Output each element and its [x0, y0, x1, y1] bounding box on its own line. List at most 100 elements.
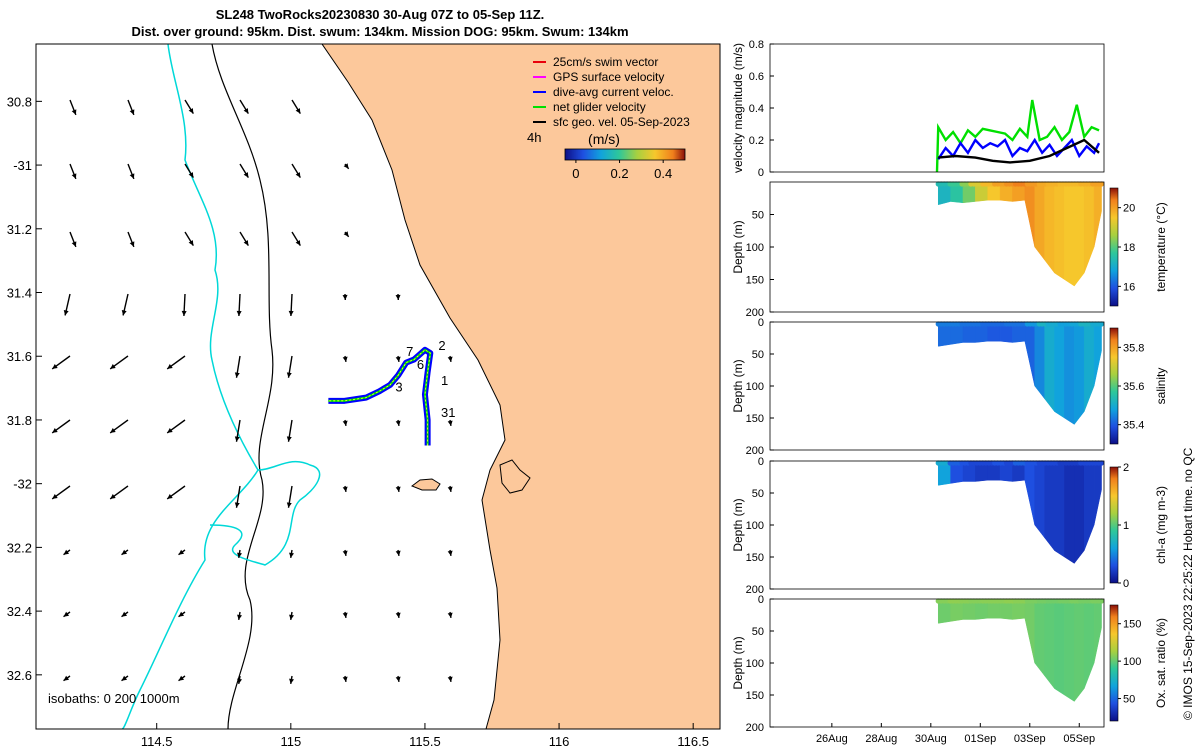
colorbar-tick-label: 16 [1123, 281, 1135, 293]
y-tick-label: 0.6 [749, 71, 764, 83]
velocity-arrow-head [63, 675, 70, 681]
y-tick-label: 100 [746, 520, 764, 532]
section-cell [1044, 598, 1055, 690]
section-cell [1064, 598, 1075, 702]
velocity-arrow-head [395, 420, 401, 426]
map-y-tick-label: 32.6 [7, 668, 32, 683]
colorbar-tick-label: 35.6 [1123, 381, 1144, 393]
map-x-tick-label: 116 [549, 734, 570, 749]
date-tick-label: 01Sep [964, 733, 996, 745]
panel-5: 0 50 100 150 200 50 100 150 Ox. sat. ratio (%) De… [731, 594, 1168, 734]
map-colorbar-tick-label: 0 [572, 166, 579, 181]
velocity-arrow-head [236, 310, 242, 316]
colorbar-tick-label: 35.4 [1123, 420, 1144, 432]
date-tick-label: 05Sep [1063, 733, 1095, 745]
legend-label: sfc geo. vel. 05-Sep-2023 [553, 115, 690, 129]
y-tick-label: 0 [758, 167, 764, 179]
y-tick-label: 0 [758, 317, 764, 329]
velocity-arrow-head [167, 427, 173, 433]
section-dot [1098, 598, 1105, 604]
legend-label: GPS surface velocity [553, 70, 664, 84]
colorbar-tick-label: 18 [1123, 242, 1135, 254]
panel-colorbar [1109, 466, 1119, 584]
track-line [328, 349, 431, 446]
y-tick-label: 200 [746, 445, 764, 457]
panel-3: 0 50 100 150 200 35.4 35.6 35.8 salinity Depth (m… [731, 317, 1168, 457]
y-axis-label: Depth (m) [731, 498, 745, 551]
velocity-arrow-head [52, 363, 58, 369]
velocity-arrow-head [234, 436, 240, 442]
isobath-1000m-loop [209, 460, 321, 566]
map-y-tick-label: -31 [13, 158, 32, 173]
velocity-arrow-head [71, 241, 77, 247]
panel-frame [769, 321, 1105, 451]
velocity-arrow-head [167, 493, 173, 499]
y-tick-label: 0.4 [749, 103, 764, 115]
map-colorbar [564, 148, 686, 161]
panel-frame [769, 181, 1105, 313]
velocity-arrow-head [71, 109, 77, 115]
velocity-arrow-head [243, 240, 249, 246]
velocity-arrow-head [237, 552, 242, 558]
section-cell [1034, 598, 1045, 677]
section-dot [1098, 181, 1105, 187]
velocity-arrow-head [342, 550, 348, 556]
velocity-arrow-head [234, 502, 240, 508]
date-tick-label: 30Aug [915, 733, 947, 745]
velocity-arrow-head [395, 486, 401, 492]
velocity-arrow-head [288, 310, 294, 316]
velocity-arrow-head [395, 550, 401, 556]
colorbar-tick-label: 150 [1123, 619, 1141, 631]
waypoint-label: 2 [438, 338, 445, 353]
velocity-arrow-head [289, 678, 294, 684]
y-tick-label: 100 [746, 381, 764, 393]
velocity-arrow-head [447, 676, 453, 682]
section-cell [1034, 460, 1045, 539]
map-x-ticks: 114.5 115 115.5 116 116.5 [141, 723, 709, 749]
date-tick-label: 26Aug [816, 733, 848, 745]
velocity-arrow-head [289, 552, 294, 558]
y-axis-label: Depth (m) [731, 220, 745, 273]
colorbar-label: chl-a (mg m-3) [1154, 486, 1168, 564]
map-x-tick-label: 115 [280, 734, 301, 749]
map-colorbar-tick-label: 0.2 [611, 166, 629, 181]
map-y-ticks: 30.8 -31 31.2 31.4 31.6 31.8 -32 32.2 32.4 32.6 [7, 94, 42, 683]
velocity-arrow-head [243, 172, 249, 178]
section-dot [1098, 460, 1105, 466]
velocity-arrow-head [188, 172, 194, 178]
map-x-tick-label: 114.5 [141, 734, 173, 749]
y-tick-label: 0 [758, 456, 764, 468]
section-cell [1044, 460, 1055, 552]
y-tick-label: 150 [746, 413, 764, 425]
velocity-arrow-head [188, 108, 194, 114]
velocity-arrow-head [447, 486, 453, 492]
velocity-arrow-head [188, 240, 194, 246]
y-tick-label: 150 [746, 275, 764, 287]
map-x-tick-label: 116.5 [677, 734, 709, 749]
map-frame [35, 43, 721, 730]
surface-velocity-vectors [51, 99, 453, 685]
velocity-arrow-head [63, 611, 70, 617]
colorbar-tick-label: 20 [1123, 203, 1135, 215]
velocity-arrow-head [342, 420, 348, 426]
velocity-arrow-head [243, 108, 249, 114]
y-tick-label: 0 [758, 594, 764, 606]
velocity-arrow-head [342, 294, 348, 300]
y-tick-label: 150 [746, 690, 764, 702]
panel-1: 0 0.2 0.4 0.6 0.8 velocity magnitude (m/s) [731, 39, 1105, 179]
velocity-arrow-head [121, 549, 128, 555]
isobaths-label: isobaths: 0 200 1000m [48, 691, 180, 706]
colorbar-tick-label: 1 [1123, 520, 1129, 532]
page-title: SL248 TwoRocks20230830 30-Aug 07Z to 05-… [215, 7, 545, 22]
section-cell [1074, 321, 1085, 426]
velocity-arrow-head [395, 676, 401, 682]
date-tick-label: 03Sep [1014, 733, 1046, 745]
panel-colorbar [1109, 327, 1119, 445]
y-tick-label: 50 [752, 349, 764, 361]
y-tick-label: 200 [746, 307, 764, 319]
section-cell [1064, 181, 1075, 287]
velocity-arrow-head [286, 436, 292, 442]
colorbar-label: salinity [1154, 368, 1168, 405]
map-y-tick-label: 31.6 [7, 349, 32, 364]
velocity-arrow-head [295, 172, 301, 178]
